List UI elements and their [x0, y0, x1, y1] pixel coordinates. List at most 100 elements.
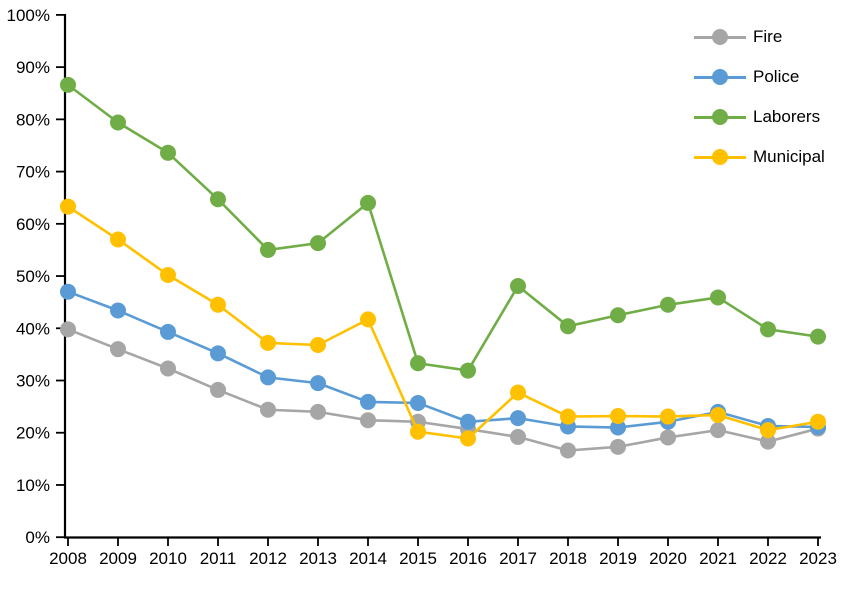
- municipal-point-2021[interactable]: [710, 406, 726, 423]
- police-point-2010[interactable]: [160, 323, 176, 340]
- y-tick-label: 70%: [16, 163, 50, 182]
- laborers-point-2017[interactable]: [510, 277, 526, 294]
- municipal-point-2008[interactable]: [60, 198, 76, 215]
- fire-point-2019[interactable]: [610, 438, 626, 455]
- police-point-2014[interactable]: [360, 393, 376, 410]
- police-point-2012[interactable]: [260, 369, 276, 386]
- municipal-point-2017[interactable]: [510, 384, 526, 401]
- municipal-point-2009[interactable]: [110, 231, 126, 248]
- municipal-point-2014[interactable]: [360, 311, 376, 328]
- municipal-point-2019[interactable]: [610, 408, 626, 425]
- fire-point-2012[interactable]: [260, 401, 276, 418]
- y-tick-label: 20%: [16, 424, 50, 443]
- y-tick-label: 30%: [16, 372, 50, 391]
- municipal-point-2023[interactable]: [810, 413, 826, 430]
- laborers-point-2018[interactable]: [560, 318, 576, 335]
- legend-item-fire[interactable]: Fire: [694, 17, 825, 57]
- x-tick-label: 2020: [649, 549, 687, 568]
- legend-label: Fire: [753, 27, 783, 46]
- fire-point-2018[interactable]: [560, 442, 576, 459]
- x-tick-label: 2019: [599, 549, 637, 568]
- y-tick-label: 80%: [16, 110, 50, 129]
- municipal-point-2022[interactable]: [760, 422, 776, 439]
- y-tick-label: 10%: [16, 476, 50, 495]
- laborers-legend-marker-icon: [694, 109, 746, 125]
- municipal-point-2018[interactable]: [560, 408, 576, 425]
- legend-item-municipal[interactable]: Municipal: [694, 137, 825, 177]
- fire-point-2021[interactable]: [710, 422, 726, 439]
- laborers-point-2021[interactable]: [710, 289, 726, 306]
- police-legend-dot-icon: [712, 69, 728, 85]
- x-tick-label: 2014: [349, 549, 387, 568]
- laborers-point-2008[interactable]: [60, 76, 76, 93]
- laborers-point-2013[interactable]: [310, 235, 326, 252]
- police-legend-marker-icon: [694, 69, 746, 85]
- police-point-2009[interactable]: [110, 302, 126, 319]
- x-tick-label: 2013: [299, 549, 337, 568]
- municipal-point-2015[interactable]: [410, 423, 426, 440]
- laborers-point-2023[interactable]: [810, 328, 826, 345]
- fire-point-2010[interactable]: [160, 360, 176, 377]
- police-point-2019[interactable]: [610, 419, 626, 436]
- municipal-point-2011[interactable]: [210, 296, 226, 313]
- police-point-2017[interactable]: [510, 410, 526, 427]
- municipal-point-2020[interactable]: [660, 408, 676, 425]
- x-tick-label: 2023: [799, 549, 837, 568]
- x-tick-label: 2010: [149, 549, 187, 568]
- municipal-point-2013[interactable]: [310, 336, 326, 353]
- laborers-point-2009[interactable]: [110, 114, 126, 131]
- police-point-2013[interactable]: [310, 375, 326, 392]
- municipal-point-2016[interactable]: [460, 430, 476, 447]
- fire-legend-dot-icon: [712, 29, 728, 45]
- police-point-2015[interactable]: [410, 394, 426, 411]
- laborers-point-2011[interactable]: [210, 191, 226, 208]
- fire-point-2017[interactable]: [510, 428, 526, 445]
- y-tick-label: 100%: [7, 6, 50, 25]
- fire-legend-marker-icon: [694, 29, 746, 45]
- x-tick-label: 2022: [749, 549, 787, 568]
- laborers-point-2012[interactable]: [260, 241, 276, 258]
- laborers-point-2020[interactable]: [660, 296, 676, 313]
- x-tick-label: 2021: [699, 549, 737, 568]
- police-point-2008[interactable]: [60, 283, 76, 300]
- municipal-legend-marker-icon: [694, 149, 746, 165]
- legend-item-laborers[interactable]: Laborers: [694, 97, 825, 137]
- fire-point-2009[interactable]: [110, 341, 126, 358]
- fire-point-2013[interactable]: [310, 403, 326, 420]
- laborers-point-2014[interactable]: [360, 194, 376, 211]
- police-point-2011[interactable]: [210, 345, 226, 362]
- y-tick-label: 90%: [16, 58, 50, 77]
- legend-label: Municipal: [753, 147, 825, 166]
- police-point-2016[interactable]: [460, 413, 476, 430]
- fire-point-2008[interactable]: [60, 321, 76, 338]
- municipal-point-2012[interactable]: [260, 334, 276, 351]
- fire-point-2020[interactable]: [660, 429, 676, 446]
- laborers-point-2022[interactable]: [760, 321, 776, 338]
- legend-item-police[interactable]: Police: [694, 57, 825, 97]
- y-tick-label: 0%: [25, 528, 50, 547]
- y-tick-label: 60%: [16, 215, 50, 234]
- laborers-series-line: [66, 83, 820, 372]
- fire-point-2014[interactable]: [360, 412, 376, 429]
- laborers-point-2019[interactable]: [610, 307, 626, 324]
- fire-point-2011[interactable]: [210, 381, 226, 398]
- x-tick-label: 2015: [399, 549, 437, 568]
- laborers-point-2016[interactable]: [460, 362, 476, 379]
- x-tick-label: 2008: [49, 549, 87, 568]
- laborers-point-2010[interactable]: [160, 144, 176, 161]
- x-tick-label: 2011: [200, 549, 237, 568]
- legend: Fire Police Laborers Municipal: [694, 17, 825, 177]
- x-tick-label: 2016: [449, 549, 487, 568]
- municipal-series-line: [66, 205, 820, 440]
- municipal-legend-dot-icon: [712, 149, 728, 165]
- laborers-point-2015[interactable]: [410, 355, 426, 372]
- legend-label: Police: [753, 67, 800, 86]
- fire-point-2022[interactable]: [760, 433, 776, 450]
- x-tick-label: 2017: [499, 549, 537, 568]
- x-tick-label: 2012: [249, 549, 287, 568]
- x-tick-label: 2018: [549, 549, 587, 568]
- municipal-point-2010[interactable]: [160, 267, 176, 284]
- y-tick-label: 40%: [16, 319, 50, 338]
